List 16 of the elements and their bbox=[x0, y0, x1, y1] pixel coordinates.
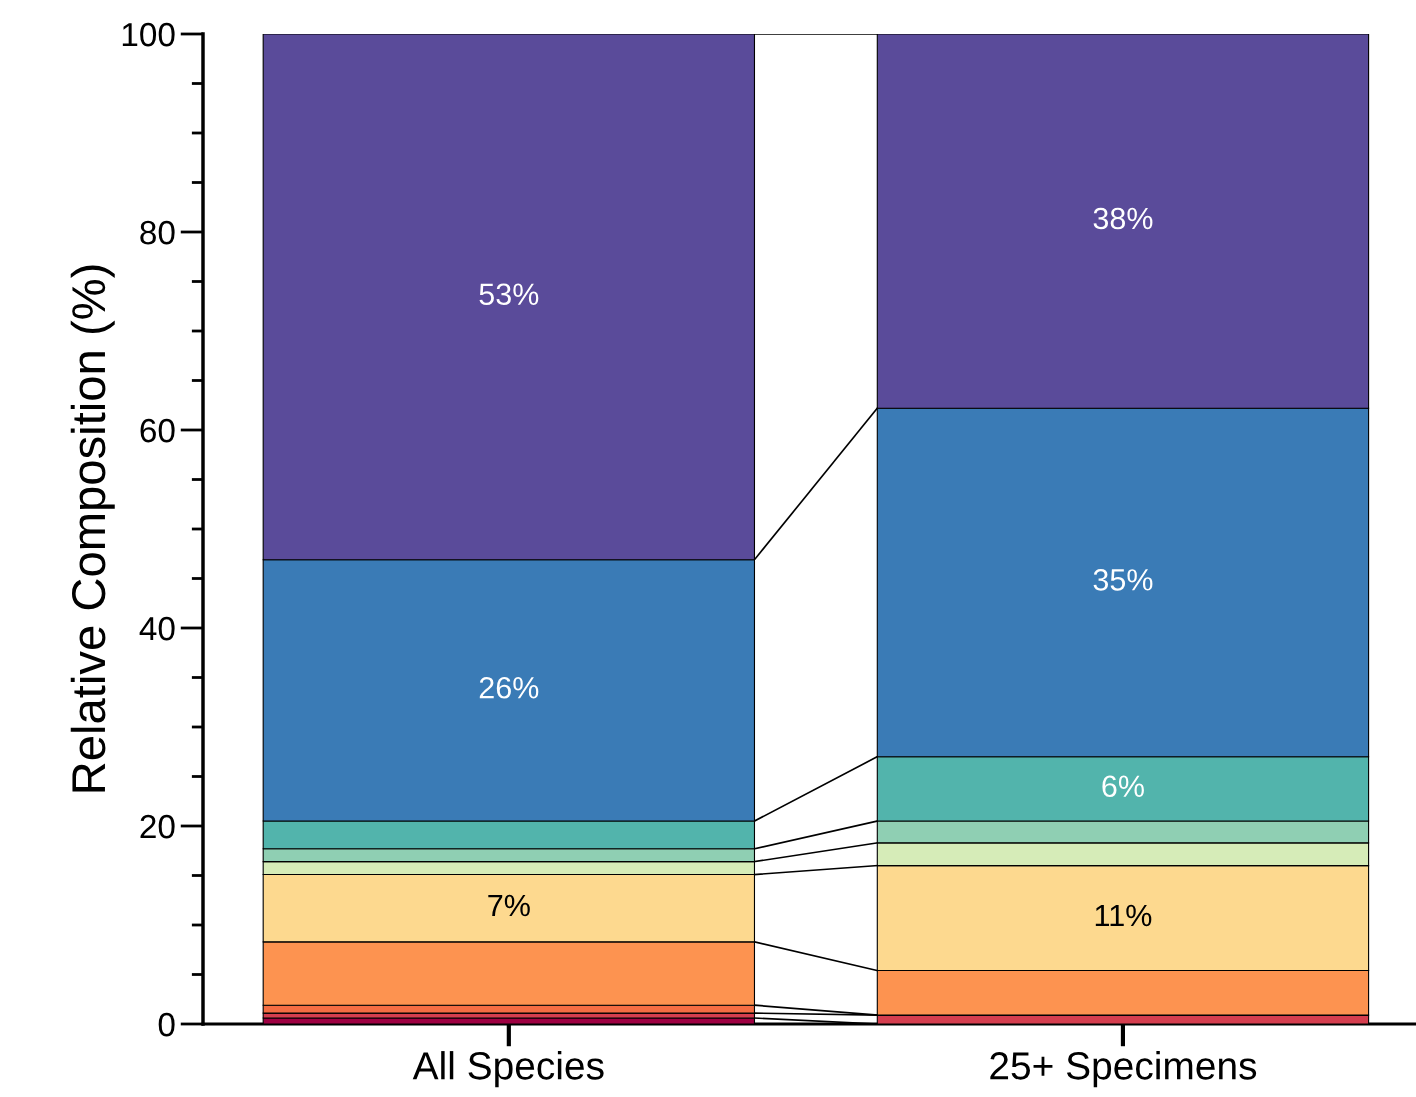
y-tick-label: 60 bbox=[140, 418, 175, 443]
data-label: 35% bbox=[1093, 569, 1153, 591]
y-tick-label: 20 bbox=[140, 814, 175, 839]
y-tick-label: 40 bbox=[139, 616, 175, 641]
y-tick-label: 0 bbox=[158, 1012, 175, 1037]
data-label: 11% bbox=[1095, 904, 1152, 927]
y-tick-label: 80 bbox=[140, 220, 175, 245]
data-label: 26% bbox=[479, 676, 539, 699]
x-tick-label: 25+ Specimens bbox=[990, 1051, 1257, 1088]
data-label: 7% bbox=[488, 894, 530, 917]
data-label: 6% bbox=[1102, 775, 1144, 798]
data-label: 53% bbox=[479, 283, 539, 306]
data-label: 38% bbox=[1093, 207, 1153, 230]
x-tick-label: All Species bbox=[412, 1051, 604, 1088]
y-tick-label: 100 bbox=[122, 22, 175, 47]
y-axis-title: Relative Composition (%) bbox=[70, 265, 115, 792]
